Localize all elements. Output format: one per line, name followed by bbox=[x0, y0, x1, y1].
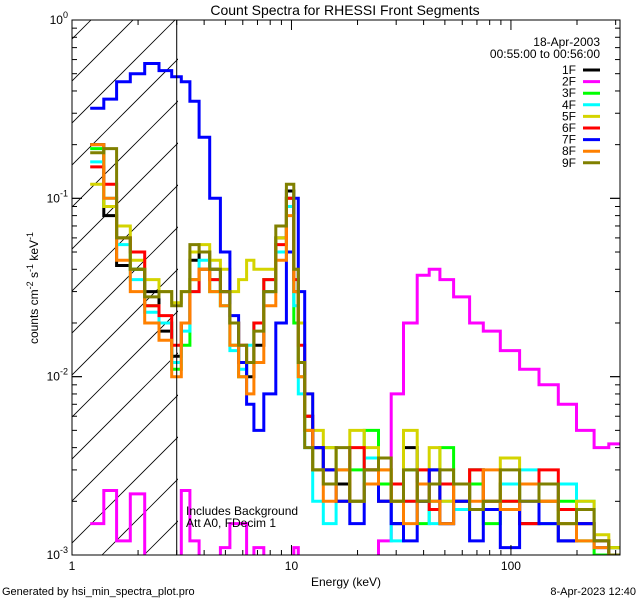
timestamp-label: 8-Apr-2023 12:40 bbox=[550, 586, 636, 598]
legend-label-8F: 8F bbox=[562, 144, 576, 158]
series-3F bbox=[90, 147, 620, 555]
annotation-background: Includes Background bbox=[186, 504, 298, 518]
x-tick-label: 1 bbox=[69, 559, 76, 573]
shaded-region bbox=[0, 0, 640, 555]
hatch-line bbox=[228, 0, 640, 555]
plot-frame bbox=[71, 19, 621, 556]
hatch-line bbox=[72, 394, 178, 502]
legend-label-1F: 1F bbox=[562, 63, 576, 77]
legend-label-4F: 4F bbox=[562, 98, 576, 112]
x-axis-label: Energy (keV) bbox=[311, 575, 381, 589]
y-tick-label: 100 bbox=[50, 10, 68, 27]
hatch-line bbox=[72, 352, 178, 460]
hatch-line bbox=[72, 20, 176, 124]
series-7F bbox=[90, 62, 620, 555]
y-axis-label: counts cm-2 s-1 keV-1 bbox=[25, 232, 41, 344]
legend-label-7F: 7F bbox=[562, 133, 576, 147]
y-tick-label: 10-3 bbox=[47, 545, 68, 562]
series-4F bbox=[90, 160, 620, 555]
annotation-attenuator: Att A0, FDecim 1 bbox=[186, 516, 276, 530]
legend-label-9F: 9F bbox=[562, 156, 576, 170]
series-9F bbox=[90, 147, 620, 555]
date-label: 18-Apr-2003 bbox=[533, 35, 600, 49]
legend-label-3F: 3F bbox=[562, 86, 576, 100]
y-tick-label: 10-2 bbox=[47, 367, 68, 384]
hatch-line bbox=[72, 226, 178, 334]
chart-title: Count Spectra for RHESSI Front Segments bbox=[210, 2, 479, 18]
hatch-line bbox=[72, 20, 134, 82]
x-tick-label: 100 bbox=[501, 559, 521, 573]
generated-by-label: Generated by hsi_min_spectra_plot.pro bbox=[2, 586, 195, 598]
time-range-label: 00:55:00 to 00:56:00 bbox=[490, 47, 600, 61]
hatch-line bbox=[72, 184, 178, 292]
series-5F bbox=[90, 182, 620, 550]
hatch-line bbox=[72, 20, 92, 40]
legend-label-5F: 5F bbox=[562, 109, 576, 123]
axes: 1 10 100 100 10-1 10-2 10-3 bbox=[47, 10, 621, 573]
legend-label-6F: 6F bbox=[562, 121, 576, 135]
series-8F bbox=[90, 143, 620, 555]
x-tick-label: 10 bbox=[285, 559, 299, 573]
series-2F bbox=[90, 267, 620, 555]
legend-label-2F: 2F bbox=[562, 75, 576, 89]
hatch-line bbox=[72, 58, 178, 166]
series-group bbox=[90, 62, 620, 555]
hatch-line bbox=[72, 436, 178, 544]
y-tick-label: 10-1 bbox=[47, 188, 68, 205]
hatch-line bbox=[0, 0, 114, 555]
